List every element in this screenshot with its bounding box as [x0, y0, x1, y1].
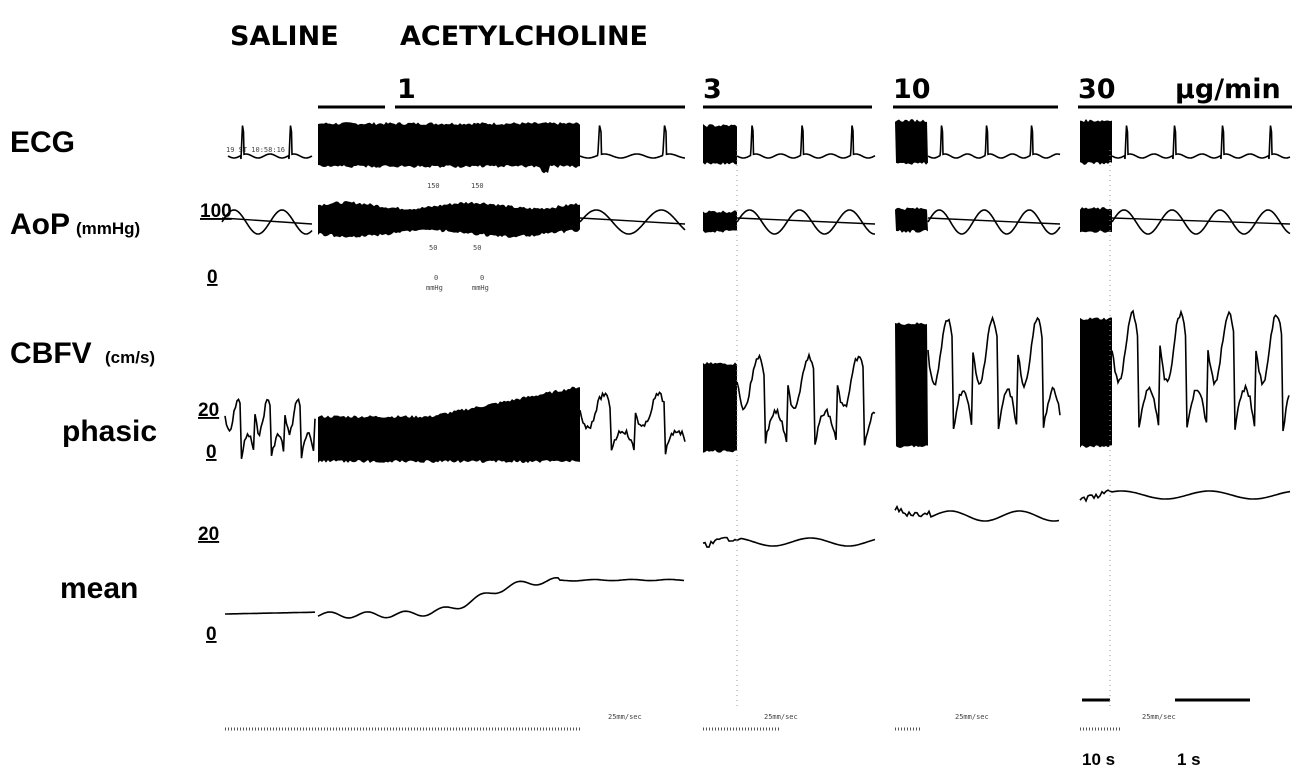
phasic-scale: 20 [198, 400, 219, 421]
mean-trace [1079, 489, 1291, 503]
aop-scale: 0 [207, 267, 218, 288]
paper-mark: 50 [473, 244, 481, 252]
ecg-block [703, 124, 737, 165]
aop-baseline [1111, 217, 1291, 225]
aop-block [1080, 207, 1112, 233]
phasic-trace [927, 315, 1061, 430]
dose-label: 3 [703, 74, 722, 105]
scale-bar-label: 1 s [1177, 750, 1201, 769]
dose-unit: μg/min [1175, 74, 1281, 105]
aop-block [318, 201, 580, 238]
paper-speed: 25mm/sec [608, 713, 642, 721]
paper-mark: 150 [471, 182, 484, 190]
mean-trace [317, 577, 685, 619]
aop-trace [736, 209, 875, 235]
dose-label: 10 [893, 74, 931, 105]
mean-trace [702, 536, 876, 548]
mean-scale: 0 [206, 624, 217, 645]
timestamp: 19 ST 10:58:16 [226, 146, 285, 154]
aop-trace [579, 209, 686, 235]
phasic-trace [1111, 309, 1290, 432]
ecg-block [1080, 119, 1112, 165]
phasic-scale: 0 [206, 442, 217, 463]
ecg-label: ECG [10, 126, 75, 159]
phasic-trace [736, 351, 876, 446]
paper-mark: mmHg [472, 284, 489, 292]
dose-label: 30 [1078, 74, 1116, 105]
aop-scale: 100 [200, 201, 232, 222]
aop-block [703, 210, 737, 233]
phasic-block [1080, 317, 1112, 448]
phasic-block [895, 322, 928, 448]
cbfv-unit: (cm/s) [105, 348, 155, 367]
drug-label: ACETYLCHOLINE [400, 21, 648, 52]
paper-speed: 25mm/sec [1142, 713, 1176, 721]
aop-unit: (mmHg) [76, 219, 140, 238]
cbfv-label: CBFV [10, 337, 92, 370]
saline-label: SALINE [230, 21, 339, 52]
phasic-trace [224, 397, 316, 460]
paper-speed: 25mm/sec [955, 713, 989, 721]
phasic-block [703, 362, 737, 453]
aop-trace [1111, 209, 1291, 235]
aop-baseline [579, 217, 686, 225]
mean-trace [894, 504, 1060, 522]
paper-speed: 25mm/sec [764, 713, 798, 721]
aop-block [895, 207, 928, 233]
paper-mark: mmHg [426, 284, 443, 292]
scale-bar-label: 10 s [1082, 750, 1115, 769]
ecg-trace [1111, 125, 1291, 160]
paper-mark: 150 [427, 182, 440, 190]
ecg-trace [736, 125, 876, 159]
traces [221, 119, 1291, 731]
ecg-trace [579, 125, 685, 159]
aop-baseline [736, 217, 876, 225]
aop-baseline [927, 217, 1061, 225]
phasic-label: phasic [62, 415, 157, 448]
aop-trace [221, 209, 313, 235]
phasic-block [318, 386, 580, 463]
aop-label: AoP [10, 208, 70, 241]
mean-trace [225, 611, 315, 615]
mean-label: mean [60, 572, 138, 605]
paper-mark: 0 [434, 274, 438, 282]
phasic-trace [579, 391, 686, 455]
paper-mark: 50 [429, 244, 437, 252]
ecg-block [318, 122, 580, 174]
ecg-trace [227, 125, 313, 160]
aop-trace [927, 209, 1061, 235]
paper-mark: 0 [480, 274, 484, 282]
dose-label: 1 [397, 74, 416, 105]
ecg-trace [927, 125, 1061, 159]
mean-scale: 20 [198, 524, 219, 545]
ecg-block [895, 119, 928, 165]
aop-baseline [221, 217, 313, 225]
